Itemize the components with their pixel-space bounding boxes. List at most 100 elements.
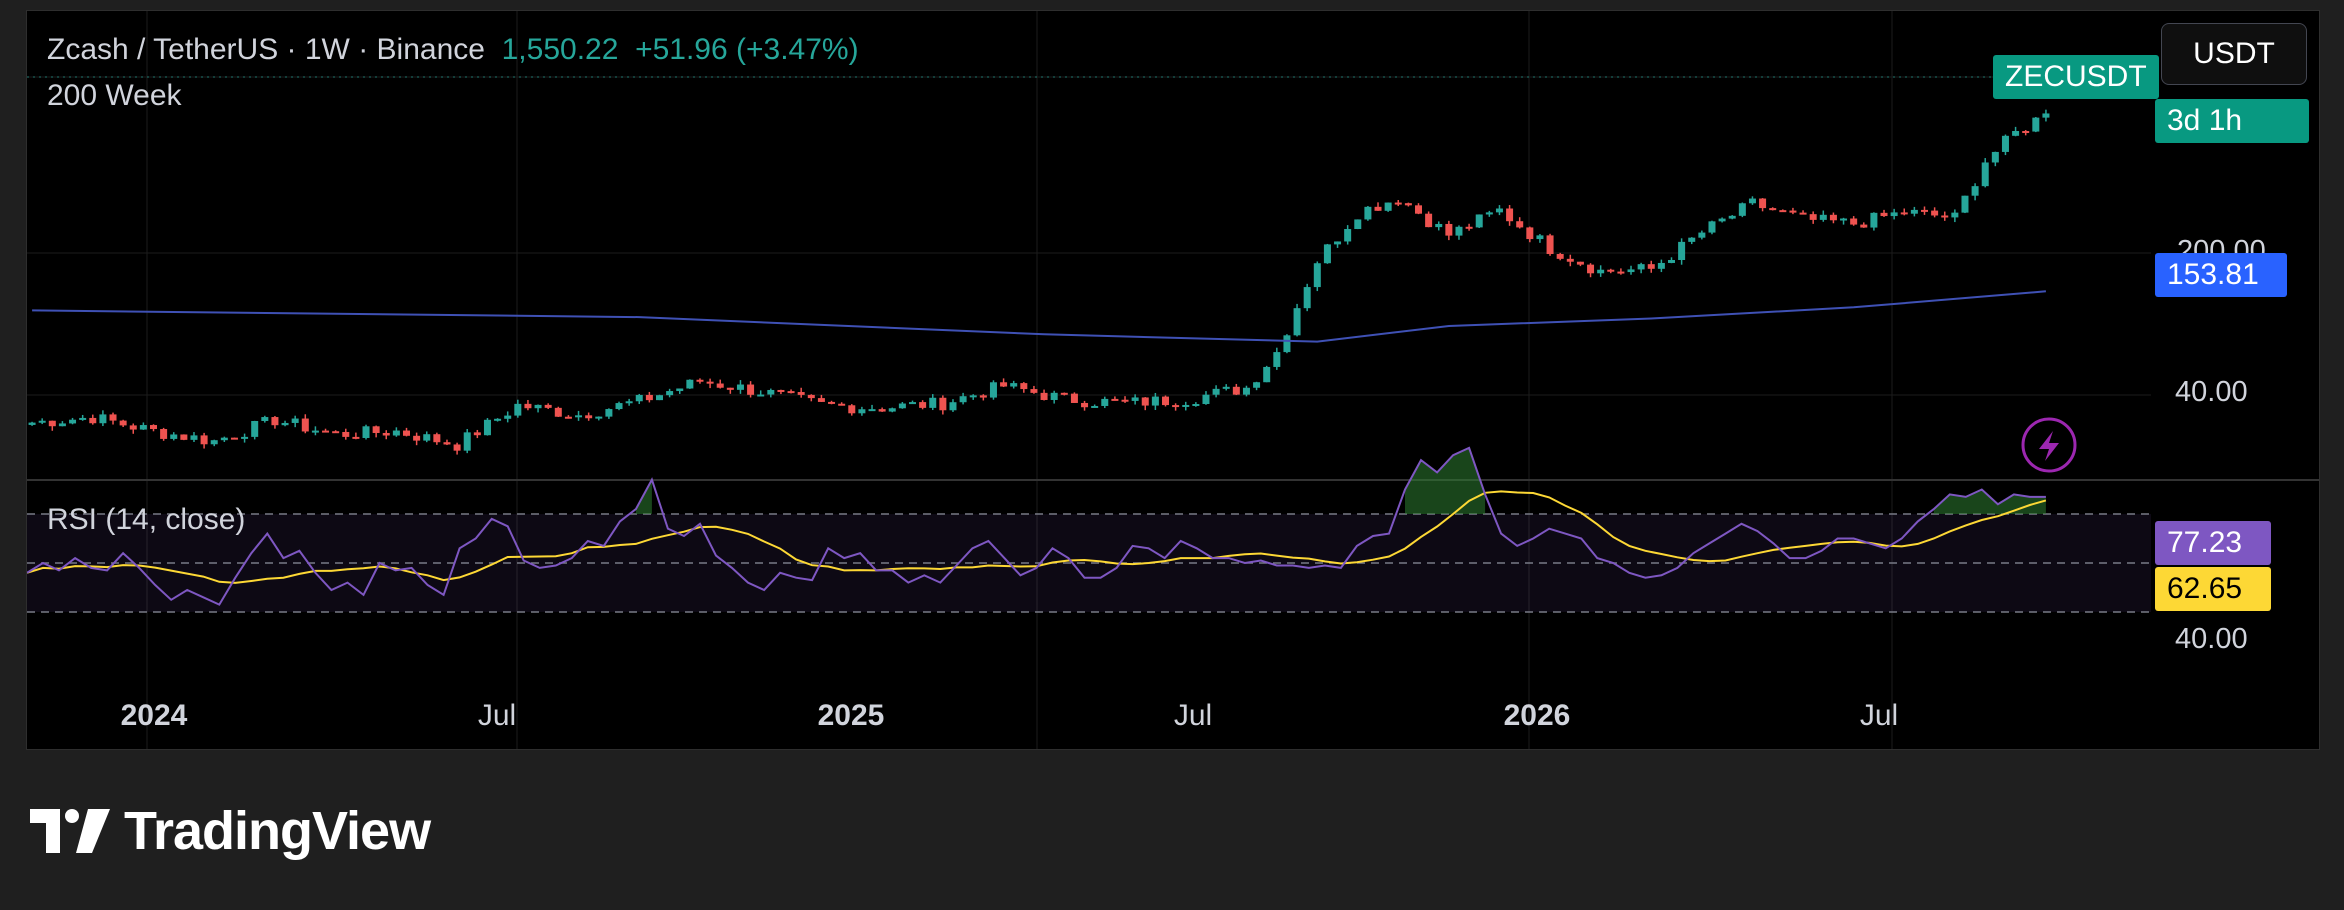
candle-body <box>878 409 886 412</box>
candle-body <box>1404 203 1412 206</box>
candle-body <box>898 403 906 409</box>
candle-body <box>706 381 714 384</box>
rsi-axis-40-label: 40.00 <box>2175 623 2248 655</box>
candle-body <box>119 420 127 426</box>
time-label-jul-2024: Jul <box>477 699 517 732</box>
candle-body <box>625 401 633 404</box>
candle-body <box>200 435 208 445</box>
ma-legend: 200 Week <box>47 79 182 112</box>
candle-body <box>1587 264 1595 274</box>
candle-body <box>838 403 846 406</box>
candle-body <box>1941 215 1949 218</box>
candle-body <box>1465 226 1473 229</box>
candle-body <box>554 407 562 417</box>
candle-body <box>1870 212 1878 228</box>
candle-body <box>413 435 421 441</box>
candle-body <box>736 384 744 390</box>
candle-body <box>89 417 97 424</box>
candle-body <box>473 432 481 436</box>
candle-body <box>1020 383 1028 390</box>
candle-body <box>969 395 977 398</box>
candle-body <box>2022 131 2030 134</box>
candle-body <box>1981 162 1989 187</box>
tradingview-logo[interactable]: TradingView <box>30 800 431 862</box>
candle-body <box>58 423 66 427</box>
candle-body <box>939 397 947 411</box>
candle-body <box>666 391 674 396</box>
candle-body <box>372 426 380 433</box>
lightning-icon <box>2021 417 2077 473</box>
candle-body <box>777 389 785 392</box>
currency-button[interactable]: USDT <box>2161 23 2307 85</box>
candle-body <box>1182 404 1190 407</box>
chart-frame[interactable]: Zcash / TetherUS · 1W · Binance 1,550.22… <box>26 10 2320 750</box>
candle-body <box>1394 202 1402 205</box>
candle-body <box>1141 397 1149 406</box>
candle-body <box>382 432 390 436</box>
candle-body <box>443 442 451 445</box>
candle-body <box>1475 214 1483 228</box>
candle-body <box>1931 210 1939 216</box>
candle-body <box>1070 393 1078 403</box>
candle-body <box>1121 399 1129 402</box>
candle-body <box>1010 383 1018 387</box>
candle-body <box>79 417 87 420</box>
candle-body <box>615 403 623 410</box>
rsi-ma-line <box>27 490 2047 584</box>
candle-body <box>190 435 198 440</box>
candle-body <box>1425 213 1433 228</box>
candle-body <box>716 383 724 388</box>
candle-body <box>1232 386 1240 395</box>
candle-body <box>109 414 117 421</box>
candle-body <box>595 416 603 419</box>
candle-body <box>1000 382 1008 387</box>
candle-body <box>352 436 360 439</box>
candle-body <box>1880 212 1888 217</box>
candle-body <box>1637 264 1645 270</box>
candle-body <box>1607 269 1615 272</box>
candle-body <box>1495 208 1503 213</box>
time-label-2026: 2026 <box>1503 699 1571 732</box>
candle-body <box>757 394 765 397</box>
candle-body <box>69 419 77 424</box>
candle-body <box>362 426 370 438</box>
candle-body <box>564 416 572 419</box>
candle-body <box>929 397 937 408</box>
candle-body <box>1273 352 1281 367</box>
candle-body <box>504 415 512 419</box>
candle-body <box>1162 396 1169 406</box>
price-change: +51.96 (+3.47%) <box>635 33 859 66</box>
candle-body <box>1617 271 1625 274</box>
candle-body <box>1627 269 1635 273</box>
candle-body <box>1172 405 1180 408</box>
candle-body <box>1819 214 1827 220</box>
candle-body <box>1323 244 1331 264</box>
candle-body <box>241 436 249 439</box>
candle-body <box>463 432 471 451</box>
chart-canvas[interactable] <box>27 11 2320 750</box>
candle-body <box>139 425 147 430</box>
candle-body <box>271 417 279 426</box>
candle-body <box>1809 214 1817 220</box>
candle-body <box>534 404 542 409</box>
ma200-line <box>32 290 2046 343</box>
candle-body <box>1101 398 1109 406</box>
lightning-bolt-icon <box>2039 431 2059 461</box>
candle-body <box>1131 397 1139 401</box>
candle-body <box>1900 212 1908 215</box>
candle-body <box>48 420 56 427</box>
candle-body <box>1921 209 1928 212</box>
candle-body <box>1738 203 1746 216</box>
candle-body <box>1718 218 1726 222</box>
candle-body <box>160 429 168 439</box>
time-label-2025: 2025 <box>817 699 885 732</box>
candle-body <box>696 379 704 382</box>
candle-body <box>1435 223 1443 228</box>
candle-body <box>1303 287 1311 309</box>
candle-body <box>180 434 188 440</box>
candle-body <box>1566 258 1574 262</box>
candle-body <box>1779 210 1787 213</box>
candle-body <box>635 394 643 402</box>
candle-body <box>868 409 876 412</box>
candle-body <box>170 434 178 439</box>
